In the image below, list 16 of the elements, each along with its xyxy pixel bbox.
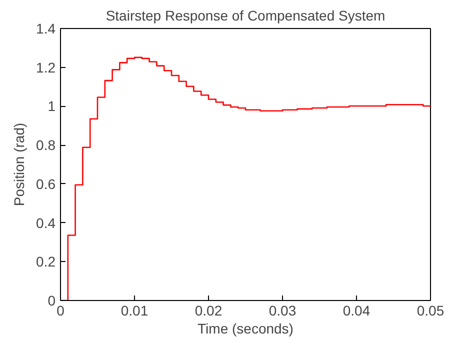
y-tick-label: 0 <box>48 292 56 308</box>
y-tick-label: 0.8 <box>36 137 56 154</box>
chart-title: Stairstep Response of Compensated System <box>106 8 386 24</box>
y-tick-label: 1.4 <box>36 20 56 36</box>
x-tick-label: 0.04 <box>342 302 370 318</box>
y-tick-label: 0.2 <box>36 254 56 270</box>
x-tick-label: 0.05 <box>416 302 444 318</box>
y-tick-label: 1.2 <box>36 59 56 76</box>
x-axis-title: Time (seconds) <box>198 320 294 336</box>
x-tick-label: 0.01 <box>120 302 148 318</box>
x-tick-label: 0.02 <box>194 302 222 318</box>
y-axis-title: Position (rad) <box>11 122 28 206</box>
y-tick-label: 1 <box>48 98 56 114</box>
x-tick-label: 0.03 <box>268 302 296 318</box>
y-tick-label: 0.6 <box>36 176 56 192</box>
y-tick-label: 0.4 <box>36 214 56 231</box>
